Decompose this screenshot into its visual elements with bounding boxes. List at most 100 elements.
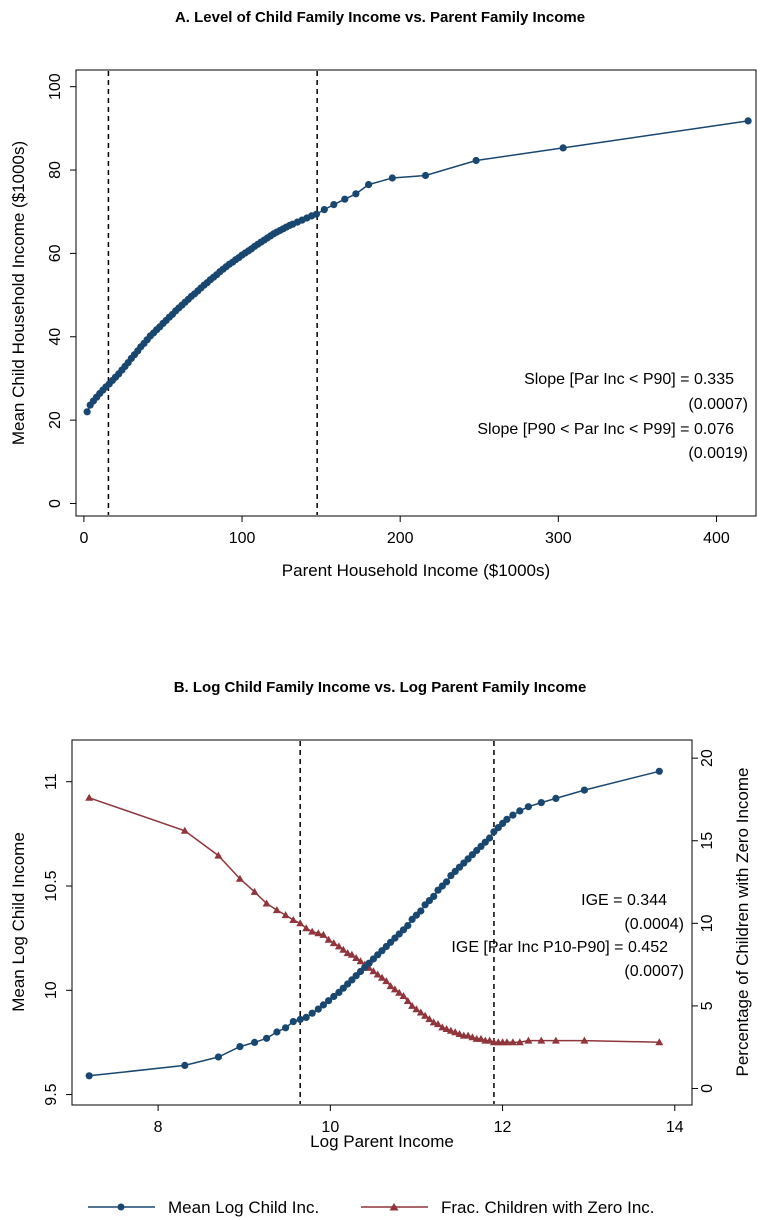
- legend-marker-circle: [117, 1203, 125, 1211]
- panel-b-y-tick-label: 10: [43, 981, 60, 999]
- panel-b-series-2-point: [386, 982, 395, 990]
- panel-b-series-2-point: [429, 1018, 438, 1026]
- panel-b-right-tick-label: 10: [699, 914, 716, 932]
- panel-a-y-axis-label: Mean Child Household Income ($1000s): [9, 141, 28, 445]
- panel-b-series-2-point: [399, 992, 408, 999]
- panel-b-series-1-point: [314, 1005, 322, 1013]
- panel-b-right-tick-label: 20: [699, 749, 716, 767]
- panel-b-series-1-point: [319, 1001, 327, 1009]
- panel-b-series-1-point: [537, 799, 545, 807]
- panel-a-data-point: [421, 171, 430, 180]
- panel-b-annotation-ige-se: (0.0004): [624, 916, 684, 933]
- panel-a-data-point: [341, 195, 349, 203]
- panel-b-series-2-point: [334, 942, 343, 950]
- panel-b-series-2-point: [85, 793, 94, 801]
- panel-b-series-2-point: [180, 826, 189, 834]
- panel-b-series-1-point: [404, 922, 412, 930]
- panel-a-reference-lines: [107, 71, 318, 515]
- panel-b-series-2-point: [289, 916, 298, 923]
- panel-b-series-2-point: [308, 927, 317, 935]
- panel-b-series-2-point: [551, 1036, 560, 1044]
- legend-label-series-2: Frac. Children with Zero Inc.: [441, 1198, 655, 1217]
- panel-b-series-1-point: [296, 1015, 304, 1024]
- panel-b-series-1-point: [273, 1028, 281, 1036]
- panel-b-series-2-point: [390, 985, 399, 993]
- panel-b-series-2-point: [395, 988, 404, 996]
- panel-b-series-2-point: [438, 1023, 447, 1031]
- panel-b-annotation-ige-p10-p90-se: (0.0007): [624, 963, 684, 980]
- panel-b-series-2-point: [324, 935, 333, 943]
- panel-a-data-point: [472, 156, 480, 165]
- panel-b-series-2-point: [272, 906, 281, 914]
- panel-a-x-tick-label: 0: [79, 530, 88, 547]
- panel-a-y-tick-label: 0: [47, 499, 64, 508]
- panel-b-series-1-point: [325, 997, 333, 1005]
- panel-b-y-tick-label: 9.5: [43, 1083, 60, 1105]
- panel-a-data-point: [388, 174, 396, 182]
- panel-b-plot-area: [71, 739, 693, 1106]
- panel-b-series-2-point: [451, 1028, 460, 1036]
- panel-b-series-2-line: [88, 797, 660, 1043]
- panel-a-series: [83, 117, 752, 416]
- panel-b-series-1-point: [289, 1018, 297, 1026]
- panel-b-series-2-point: [425, 1015, 434, 1023]
- panel-b-series-2-point: [373, 970, 382, 978]
- panel-a-x-axis-label: Parent Household Income ($1000s): [282, 561, 550, 580]
- panel-b-series-2-point: [412, 1005, 421, 1013]
- panel-b-series-2-point: [421, 1011, 430, 1019]
- panel-b-series-2-point: [524, 1036, 533, 1044]
- panel-b-series-2-point: [655, 1038, 664, 1046]
- panel-b-y-axis-left: 9.5 10 10.5 11: [43, 773, 72, 1106]
- panel-b-series-1-point: [509, 811, 517, 819]
- panel-a-data-point: [330, 201, 338, 209]
- panel-a-annotation-slope-p90: Slope [Par Inc < P90] = 0.335: [524, 371, 734, 388]
- panel-a-plot-area: [75, 69, 757, 517]
- panel-a-x-axis: 0 100 200 300 400: [79, 516, 730, 547]
- panel-b-series-2-point: [356, 957, 365, 965]
- panel-a-x-tick-label: 400: [703, 530, 730, 547]
- panel-b-series-1-point: [417, 907, 425, 915]
- panel-b-right-tick-label: 0: [699, 1084, 716, 1093]
- panel-a-y-tick-label: 60: [47, 244, 64, 262]
- panel-b-x-axis-label: Log Parent Income: [310, 1132, 454, 1151]
- panel-a-title: A. Level of Child Family Income vs. Pare…: [175, 9, 585, 26]
- panel-b-series-2-point: [296, 919, 305, 927]
- panel-b-series-2-point: [281, 911, 290, 919]
- panel-a-data-point: [365, 181, 373, 189]
- panel-a-x-tick-label: 200: [387, 530, 414, 547]
- panel-a-y-axis: 0 20 40 60 80 100: [47, 73, 76, 508]
- panel-b-series-2-point: [502, 1038, 511, 1046]
- panel-b-series-2-point: [455, 1030, 464, 1037]
- panel-a-data-point: [559, 144, 567, 152]
- panel-b-series-2-point: [477, 1034, 485, 1042]
- panel-b-x-tick-label: 8: [154, 1119, 163, 1136]
- panel-b-series-1-point: [524, 803, 533, 811]
- panel-a-y-tick-label: 20: [47, 411, 64, 429]
- panel-b-series-2-point: [485, 1036, 494, 1044]
- panel-b-series-2-point: [352, 954, 361, 961]
- panel-a-series-line: [86, 120, 749, 413]
- panel-b-series-1-point: [503, 815, 511, 823]
- panel-b-right-axis-label: Percentage of Children with Zero Income: [733, 768, 752, 1077]
- panel-b-series-2-point: [464, 1031, 473, 1039]
- panel-b-series-2-point: [319, 930, 328, 938]
- panel-b-x-tick-label: 10: [321, 1119, 339, 1136]
- panel-b-series-2-point: [302, 924, 311, 932]
- panel-a-annotation-slope-p99: Slope [P90 < Par Inc < P99] = 0.076: [477, 421, 734, 438]
- panel-b-series-1-point: [85, 1072, 93, 1080]
- panel-b-series-2-point: [408, 1001, 417, 1009]
- panel-b-series-2-point: [508, 1038, 517, 1046]
- legend-marker-triangle: [389, 1203, 399, 1211]
- legend-label-series-1: Mean Log Child Inc.: [168, 1198, 319, 1217]
- panel-b-series-2-point: [339, 945, 348, 953]
- panel-b-series-2-point: [262, 899, 271, 907]
- panel-b-series-1-point: [516, 807, 524, 815]
- panel-b-series-2-point: [537, 1036, 546, 1044]
- panel-b-x-tick-label: 14: [666, 1119, 684, 1136]
- panel-b-series-2-point: [403, 997, 412, 1004]
- panel-b: B. Log Child Family Income vs. Log Paren…: [9, 679, 752, 1217]
- panel-b-series-2-point: [347, 950, 356, 958]
- panel-b-series-2-point: [235, 874, 244, 882]
- panel-b-series-2-point: [468, 1033, 477, 1041]
